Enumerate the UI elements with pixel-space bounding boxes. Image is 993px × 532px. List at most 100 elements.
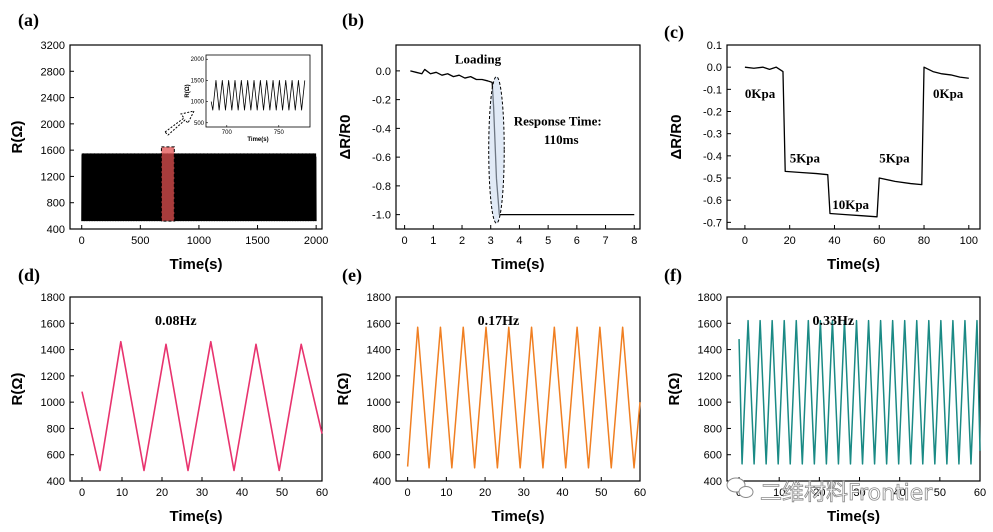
y-tick-label: 1600 bbox=[367, 318, 391, 330]
series-fill bbox=[81, 153, 317, 222]
x-tick-label: 0 bbox=[79, 235, 85, 247]
y-tick-label: 800 bbox=[373, 423, 391, 435]
y-axis-title: R(Ω) bbox=[335, 373, 352, 406]
y-tick-label: 400 bbox=[47, 224, 65, 236]
x-tick-label: 3 bbox=[488, 235, 494, 247]
x-tick-label: 20 bbox=[479, 487, 491, 499]
y-tick-label: 400 bbox=[373, 476, 391, 488]
panel-a: 0 500 1000 1500 2000 400 800 1200 1600 2000 2400 28… bbox=[9, 10, 328, 273]
x-tick-label: 2 bbox=[459, 235, 465, 247]
watermark-text: 二维材料Frontier bbox=[760, 481, 933, 506]
x-axis-title: Time(s) bbox=[169, 508, 222, 525]
y-tick-label: -0.4 bbox=[703, 151, 722, 163]
inset-y-axis-title: R(Ω) bbox=[185, 84, 191, 97]
y-tick-label: 2400 bbox=[41, 93, 65, 105]
inset: 700 750 500 1000 1500 2000 Time(s) R(Ω) bbox=[185, 54, 311, 143]
x-tick-label: 30 bbox=[853, 487, 865, 499]
frequency-label: 0.33Hz bbox=[812, 314, 854, 329]
y-tick-label: -0.8 bbox=[372, 181, 391, 193]
y-tick-label: 1800 bbox=[698, 292, 722, 304]
annotation: 0Kpa bbox=[745, 86, 776, 101]
plot-frame bbox=[69, 44, 323, 230]
x-axis-title: Time(s) bbox=[827, 508, 880, 525]
plot-frame bbox=[395, 44, 641, 230]
y-tick-label: 1200 bbox=[41, 171, 65, 183]
annotation: Response Time: bbox=[514, 114, 602, 129]
panel-d: 0 10 20 30 40 50 60 400 600 800 1000 1200 1400 1600 18… bbox=[9, 265, 328, 525]
series-line bbox=[410, 68, 635, 216]
y-tick-label: 1200 bbox=[41, 371, 65, 383]
x-tick-label: 50 bbox=[276, 487, 288, 499]
y-tick-label: -0.2 bbox=[372, 95, 391, 107]
x-tick-label: 20 bbox=[156, 487, 168, 499]
x-tick-label: 60 bbox=[873, 235, 885, 247]
x-tick-label: 0 bbox=[402, 235, 408, 247]
highlight-box bbox=[160, 146, 175, 222]
y-tick-label: 1400 bbox=[367, 345, 391, 357]
y-tick-label: 1000 bbox=[698, 397, 722, 409]
inset-frame bbox=[205, 54, 311, 128]
x-tick-label: 20 bbox=[784, 235, 796, 247]
y-axis-title: R(Ω) bbox=[666, 373, 683, 406]
x-tick-label: 60 bbox=[316, 487, 328, 499]
frequency-label: 0.17Hz bbox=[478, 314, 520, 329]
y-tick-label: -0.5 bbox=[703, 173, 722, 185]
y-tick-label: -0.6 bbox=[703, 195, 722, 207]
x-axis-title: Time(s) bbox=[491, 508, 544, 525]
y-tick-label: 1000 bbox=[41, 397, 65, 409]
y-tick-label: 800 bbox=[47, 198, 65, 210]
x-tick-label: 40 bbox=[894, 487, 906, 499]
y-tick-label: 1200 bbox=[367, 371, 391, 383]
y-tick-label: 0.0 bbox=[707, 62, 722, 74]
inset-series-line bbox=[210, 80, 306, 111]
y-tick-label: -1.0 bbox=[372, 210, 391, 222]
annotation: 110ms bbox=[544, 132, 579, 147]
x-tick-label: 0 bbox=[405, 487, 411, 499]
annotation: 10Kpa bbox=[832, 197, 869, 212]
series-line bbox=[744, 66, 969, 218]
plot-frame bbox=[395, 296, 641, 482]
x-tick-label: 5 bbox=[545, 235, 551, 247]
x-tick-label: 8 bbox=[631, 235, 637, 247]
y-tick-label: 1400 bbox=[698, 345, 722, 357]
y-tick-label: 1600 bbox=[41, 318, 65, 330]
inset-y-tick-label: 1500 bbox=[191, 78, 205, 84]
panel-c: 0 20 40 60 80 100 0.1 0.0 -0.1 -0.2 -0.3 -0.4 -0.5 -0… bbox=[664, 22, 981, 273]
y-axis-title: ΔR/R0 bbox=[668, 115, 685, 160]
x-tick-label: 4 bbox=[516, 235, 522, 247]
response-ellipse bbox=[488, 76, 505, 224]
x-tick-label: 10 bbox=[440, 487, 452, 499]
x-tick-label: 50 bbox=[934, 487, 946, 499]
frequency-label: 0.08Hz bbox=[155, 314, 197, 329]
annotation: 0Kpa bbox=[933, 86, 964, 101]
inset-y-tick-label: 1000 bbox=[191, 100, 205, 106]
panel-label: (c) bbox=[664, 22, 684, 43]
y-axis-title: ΔR/R0 bbox=[337, 115, 354, 160]
y-tick-label: 0.1 bbox=[707, 40, 722, 52]
x-tick-label: 40 bbox=[828, 235, 840, 247]
y-tick-label: 1200 bbox=[698, 371, 722, 383]
x-tick-label: 50 bbox=[595, 487, 607, 499]
y-tick-label: 600 bbox=[47, 450, 65, 462]
y-axis-title: R(Ω) bbox=[9, 373, 26, 406]
x-tick-label: 10 bbox=[116, 487, 128, 499]
x-tick-label: 40 bbox=[236, 487, 248, 499]
series-line bbox=[738, 319, 981, 465]
x-tick-label: 7 bbox=[602, 235, 608, 247]
x-axis-title: Time(s) bbox=[491, 256, 544, 273]
inset-x-tick-label: 700 bbox=[222, 130, 233, 136]
x-tick-label: 80 bbox=[918, 235, 930, 247]
x-tick-label: 30 bbox=[196, 487, 208, 499]
x-tick-label: 20 bbox=[813, 487, 825, 499]
x-tick-label: 1 bbox=[430, 235, 436, 247]
x-tick-label: 40 bbox=[556, 487, 568, 499]
x-tick-label: 100 bbox=[960, 235, 978, 247]
panel-label: (b) bbox=[342, 10, 364, 31]
series-line bbox=[406, 326, 641, 469]
panel-b: 0 1 2 3 4 5 6 7 8 0.0 -0.2 -0.4 -0.6 -0.8 -1.0 Time(s) Δ… bbox=[337, 10, 641, 273]
y-tick-label: 600 bbox=[373, 450, 391, 462]
wechat-icon bbox=[726, 477, 754, 498]
x-tick-label: 2000 bbox=[304, 235, 328, 247]
x-tick-label: 10 bbox=[773, 487, 785, 499]
